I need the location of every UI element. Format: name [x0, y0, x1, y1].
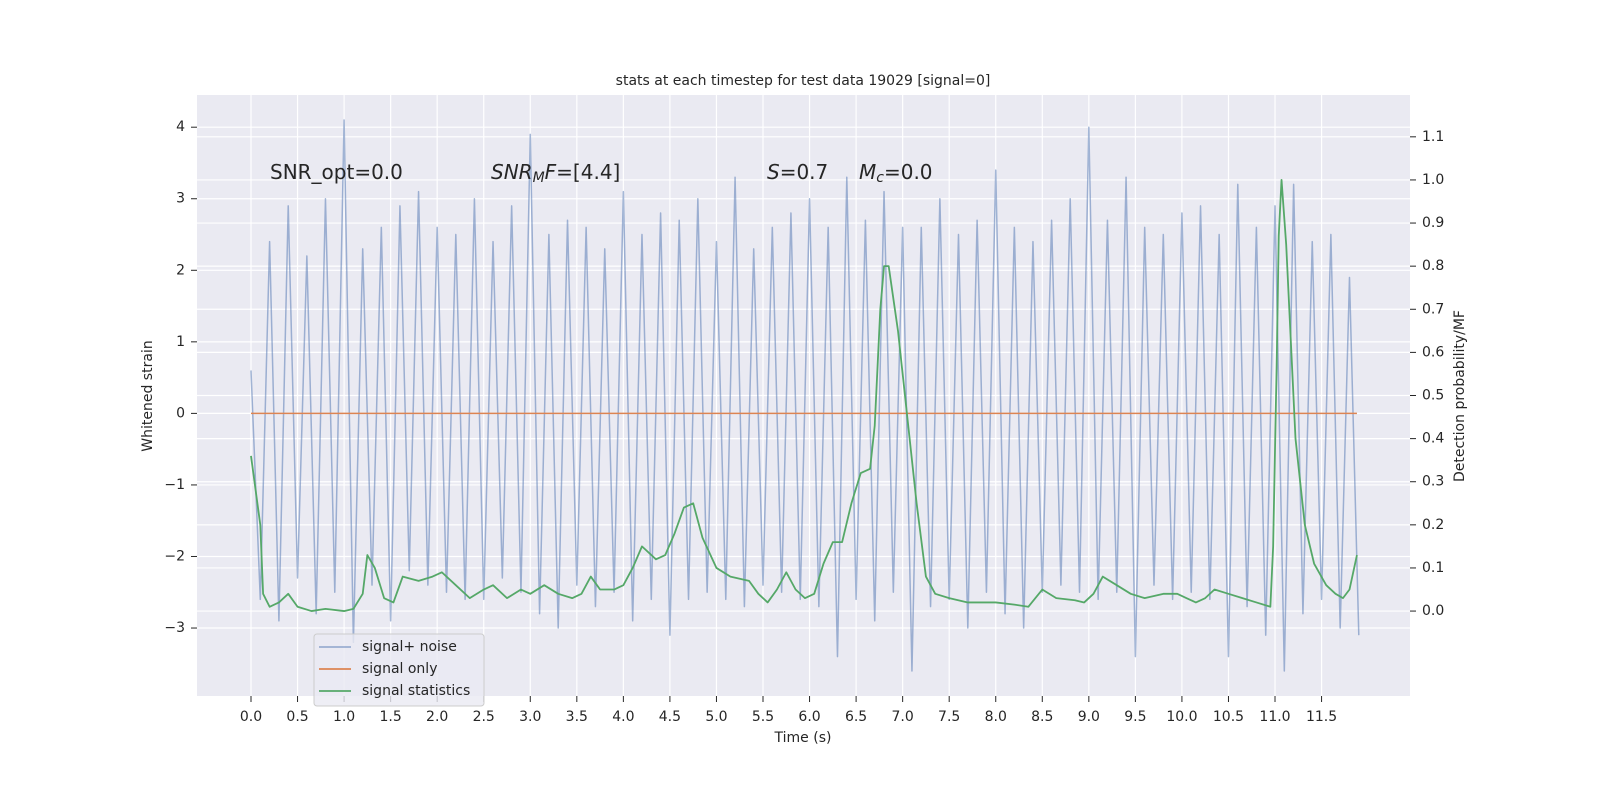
- annotation-part: M: [533, 170, 545, 186]
- legend-label: signal only: [362, 661, 437, 677]
- y-tick-label: −3: [164, 620, 185, 636]
- y-tick-label: 2: [176, 262, 185, 278]
- x-tick-label: 4.0: [612, 709, 634, 725]
- x-axis-label: Time (s): [774, 730, 832, 746]
- x-tick-label: 7.0: [892, 709, 914, 725]
- y-tick-label: 1: [176, 334, 185, 350]
- annotation-part: SNR_opt=0.0: [270, 160, 403, 184]
- y2-tick-label: 0.9: [1422, 215, 1444, 231]
- y-tick-label: −2: [164, 548, 185, 564]
- x-tick-label: 9.5: [1124, 709, 1146, 725]
- x-tick-label: 5.5: [752, 709, 774, 725]
- y2-tick-label: 0.3: [1422, 474, 1444, 490]
- series-line: [250, 119, 1360, 672]
- y-axis-label: Whitened strain: [140, 340, 156, 451]
- annotation-part: =0.7: [780, 160, 829, 184]
- legend-label: signal+ noise: [362, 639, 457, 655]
- data: [250, 119, 1360, 672]
- y2-tick-label: 0.7: [1422, 301, 1444, 317]
- annotation-part: S: [767, 160, 780, 184]
- y-tick-label: 3: [176, 191, 185, 207]
- x-tick-label: 0.5: [286, 709, 308, 725]
- annotation-part: c: [876, 170, 884, 186]
- x-tick-label: 6.5: [845, 709, 867, 725]
- annotation-part: F: [545, 160, 557, 184]
- y2-tick-label: 0.8: [1422, 258, 1444, 274]
- y2-tick-label: 0.1: [1422, 560, 1444, 576]
- legend-label: signal statistics: [362, 683, 470, 699]
- x-tick-label: 10.0: [1166, 709, 1197, 725]
- annotation: S=0.7: [767, 160, 828, 184]
- annotation-part: =0.0: [884, 160, 933, 184]
- y2-tick-label: 0.5: [1422, 388, 1444, 404]
- x-tick-label: 2.0: [426, 709, 448, 725]
- y-tick-label: −1: [164, 477, 185, 493]
- y2-tick-label: 0.2: [1422, 517, 1444, 533]
- x-tick-label: 0.0: [240, 709, 262, 725]
- x-tick-label: 1.0: [333, 709, 355, 725]
- x-tick-label: 10.5: [1213, 709, 1244, 725]
- x-tick-label: 11.5: [1306, 709, 1337, 725]
- x-tick-label: 6.0: [798, 709, 820, 725]
- x-tick-label: 8.5: [1031, 709, 1053, 725]
- x-tick-label: 2.5: [473, 709, 495, 725]
- y2-tick-label: 1.0: [1422, 172, 1444, 188]
- x-tick-label: 7.5: [938, 709, 960, 725]
- labels: 0.0 0.5 1.0 1.5 2.0 2.5 3.0 3.5 4.0 4.5 5.0 5.5 6.0 6…: [164, 119, 1444, 725]
- annotation: SNR_opt=0.0: [270, 160, 403, 184]
- y-tick-label: 0: [176, 405, 185, 421]
- legend-box: [313, 633, 485, 707]
- series-line: [250, 179, 1358, 612]
- x-tick-label: 8.0: [985, 709, 1007, 725]
- annotation-part: M: [859, 160, 876, 184]
- x-tick-label: 3.5: [566, 709, 588, 725]
- y2-tick-label: 0.6: [1422, 344, 1444, 360]
- x-tick-label: 1.5: [380, 709, 402, 725]
- annotation-part: =[4.4]: [556, 160, 620, 184]
- x-tick-label: 3.0: [519, 709, 541, 725]
- y2-tick-label: 0.0: [1422, 603, 1444, 619]
- x-tick-label: 4.5: [659, 709, 681, 725]
- chart-title: stats at each timestep for test data 190…: [616, 73, 991, 89]
- x-tick-label: 5.0: [705, 709, 727, 725]
- x-tick-label: 9.0: [1078, 709, 1100, 725]
- annotation-part: SNR: [491, 160, 533, 184]
- y2-tick-label: 1.1: [1422, 129, 1444, 145]
- y-tick-label: 4: [176, 119, 185, 135]
- y2-tick-label: 0.4: [1422, 431, 1444, 447]
- annotation: SNRMF=[4.4]: [491, 160, 620, 187]
- x-tick-label: 11.0: [1259, 709, 1290, 725]
- y2-axis-label: Detection probability/MF: [1452, 310, 1468, 482]
- annotation: Mc=0.0: [859, 160, 933, 187]
